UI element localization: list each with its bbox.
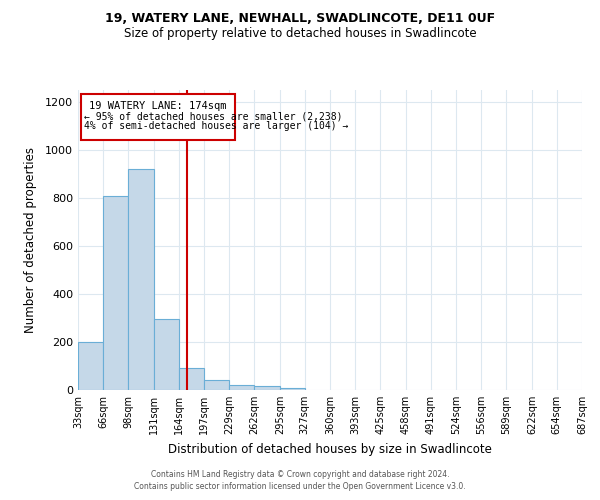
X-axis label: Distribution of detached houses by size in Swadlincote: Distribution of detached houses by size … [168, 442, 492, 456]
Text: 19 WATERY LANE: 174sqm: 19 WATERY LANE: 174sqm [89, 101, 227, 111]
Text: 19, WATERY LANE, NEWHALL, SWADLINCOTE, DE11 0UF: 19, WATERY LANE, NEWHALL, SWADLINCOTE, D… [105, 12, 495, 26]
Bar [154, 319, 179, 390]
Text: Size of property relative to detached houses in Swadlincote: Size of property relative to detached ho… [124, 28, 476, 40]
Text: ← 95% of detached houses are smaller (2,238): ← 95% of detached houses are smaller (2,… [84, 112, 343, 122]
FancyBboxPatch shape [81, 94, 235, 140]
Text: Contains public sector information licensed under the Open Government Licence v3: Contains public sector information licen… [134, 482, 466, 491]
Bar [103, 196, 128, 390]
Bar [229, 385, 254, 390]
Text: 4% of semi-detached houses are larger (104) →: 4% of semi-detached houses are larger (1… [84, 121, 349, 131]
Bar [78, 342, 103, 390]
Y-axis label: Number of detached properties: Number of detached properties [23, 147, 37, 333]
Bar [128, 169, 154, 390]
Bar [179, 368, 205, 390]
Bar [205, 380, 229, 390]
Bar [280, 388, 305, 390]
Text: Contains HM Land Registry data © Crown copyright and database right 2024.: Contains HM Land Registry data © Crown c… [151, 470, 449, 479]
Bar [254, 386, 280, 390]
